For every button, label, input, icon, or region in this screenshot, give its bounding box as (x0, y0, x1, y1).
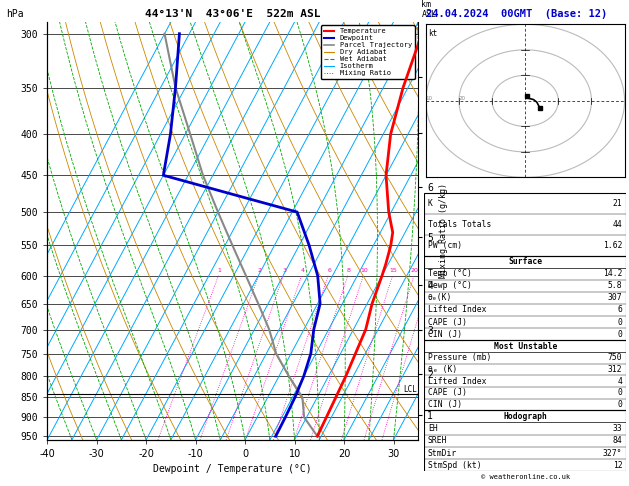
Text: PW (cm): PW (cm) (428, 241, 462, 250)
Text: 6: 6 (618, 306, 623, 314)
Text: 1.62: 1.62 (603, 241, 623, 250)
Text: 0: 0 (618, 388, 623, 397)
Text: Lifted Index: Lifted Index (428, 306, 486, 314)
Text: 4: 4 (618, 377, 623, 385)
Text: 20: 20 (411, 268, 419, 273)
Text: 24.04.2024  00GMT  (Base: 12): 24.04.2024 00GMT (Base: 12) (426, 9, 607, 19)
Text: 750: 750 (608, 353, 623, 362)
Text: Pressure (mb): Pressure (mb) (428, 353, 491, 362)
Text: 84: 84 (613, 436, 623, 445)
Text: Most Unstable: Most Unstable (494, 342, 557, 350)
Text: km
ASL: km ASL (421, 0, 437, 19)
Text: 15: 15 (389, 268, 398, 273)
Bar (424, 256, 626, 340)
Text: CIN (J): CIN (J) (428, 330, 462, 339)
Text: 0: 0 (618, 330, 623, 339)
Text: SREH: SREH (428, 436, 447, 445)
Text: 21: 21 (613, 199, 623, 208)
Text: Temp (°C): Temp (°C) (428, 269, 472, 278)
Text: 44°13'N  43°06'E  522m ASL: 44°13'N 43°06'E 522m ASL (145, 9, 321, 19)
X-axis label: Dewpoint / Temperature (°C): Dewpoint / Temperature (°C) (153, 465, 312, 474)
Text: 4: 4 (301, 268, 304, 273)
Text: CIN (J): CIN (J) (428, 400, 462, 409)
Text: 327°: 327° (603, 449, 623, 457)
Text: CAPE (J): CAPE (J) (428, 388, 467, 397)
Text: 14.2: 14.2 (603, 269, 623, 278)
Text: 12: 12 (613, 461, 623, 470)
Text: 3: 3 (282, 268, 286, 273)
Text: StmDir: StmDir (428, 449, 457, 457)
Text: 0: 0 (618, 317, 623, 327)
Text: K: K (428, 199, 433, 208)
Bar (424, 340, 626, 410)
Text: Hodograph: Hodograph (503, 412, 547, 421)
Text: 6: 6 (327, 268, 331, 273)
Text: 5.8: 5.8 (608, 281, 623, 290)
Text: © weatheronline.co.uk: © weatheronline.co.uk (481, 474, 570, 480)
Text: Dewp (°C): Dewp (°C) (428, 281, 472, 290)
Text: StmSpd (kt): StmSpd (kt) (428, 461, 482, 470)
Text: hPa: hPa (6, 9, 24, 19)
Text: 0: 0 (618, 400, 623, 409)
Text: 2: 2 (258, 268, 262, 273)
Text: 312: 312 (608, 365, 623, 374)
Text: 44: 44 (613, 220, 623, 229)
Text: θₑ (K): θₑ (K) (428, 365, 457, 374)
Bar (424, 193, 626, 256)
Y-axis label: Mixing Ratio (g/kg): Mixing Ratio (g/kg) (439, 183, 448, 278)
Text: Lifted Index: Lifted Index (428, 377, 486, 385)
Text: 10: 10 (360, 268, 368, 273)
Text: Surface: Surface (508, 257, 542, 266)
Legend: Temperature, Dewpoint, Parcel Trajectory, Dry Adiabat, Wet Adiabat, Isotherm, Mi: Temperature, Dewpoint, Parcel Trajectory… (321, 25, 415, 79)
Text: 10: 10 (425, 96, 433, 101)
Text: kt: kt (428, 29, 437, 38)
Text: CAPE (J): CAPE (J) (428, 317, 467, 327)
Text: θₑ(K): θₑ(K) (428, 294, 452, 302)
Text: 307: 307 (608, 294, 623, 302)
Text: 33: 33 (613, 424, 623, 433)
Text: 20: 20 (459, 96, 465, 101)
Text: 1: 1 (218, 268, 221, 273)
Text: 8: 8 (347, 268, 350, 273)
Bar (424, 410, 626, 471)
Text: EH: EH (428, 424, 438, 433)
Text: Totals Totals: Totals Totals (428, 220, 491, 229)
Text: LCL: LCL (403, 385, 417, 395)
